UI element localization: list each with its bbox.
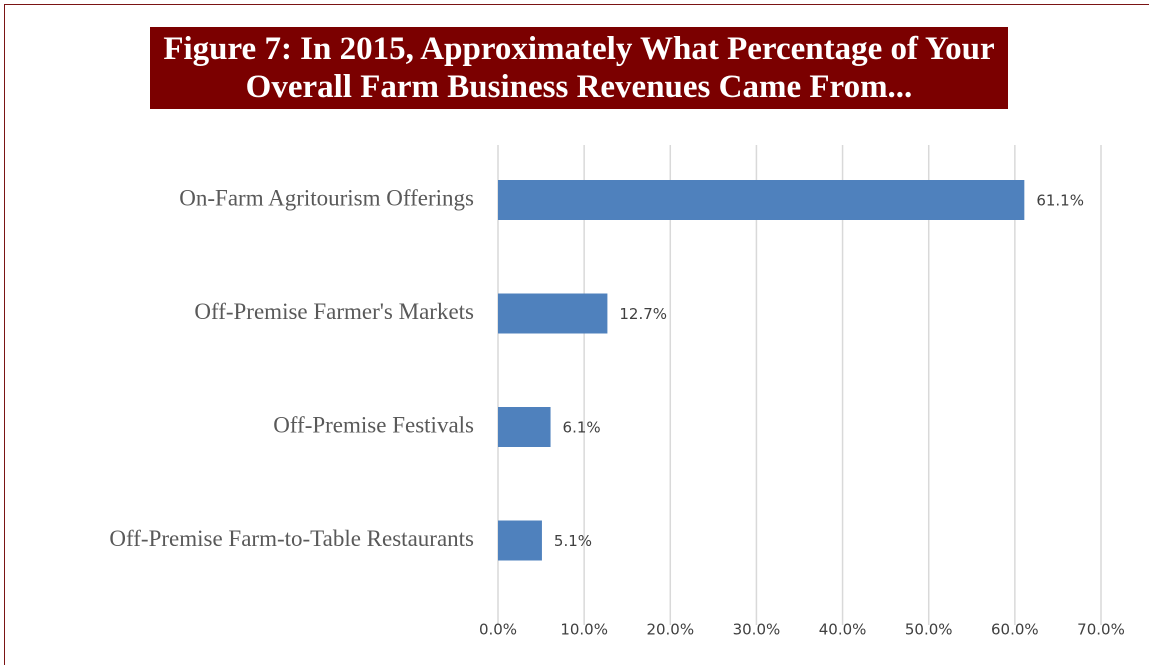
x-tick-label: 50.0% bbox=[905, 621, 953, 639]
x-tick-label: 10.0% bbox=[560, 621, 608, 639]
chart-title: Figure 7: In 2015, Approximately What Pe… bbox=[150, 27, 1008, 109]
frame bbox=[4, 4, 1149, 665]
x-tick-label: 40.0% bbox=[819, 621, 867, 639]
y-tick-label: Off-Premise Festivals bbox=[273, 412, 474, 437]
x-tick-label: 70.0% bbox=[1077, 621, 1125, 639]
x-tick-label: 0.0% bbox=[479, 621, 517, 639]
y-tick-label: Off-Premise Farm-to-Table Restaurants bbox=[109, 526, 474, 551]
value-label: 5.1% bbox=[554, 532, 592, 550]
x-tick-label: 30.0% bbox=[733, 621, 781, 639]
bar bbox=[498, 407, 551, 447]
x-tick-label: 60.0% bbox=[991, 621, 1039, 639]
y-tick-label: Off-Premise Farmer's Markets bbox=[194, 299, 474, 324]
x-tick-label: 20.0% bbox=[646, 621, 694, 639]
value-label: 12.7% bbox=[619, 305, 667, 323]
value-label: 61.1% bbox=[1036, 192, 1084, 210]
bar bbox=[498, 293, 608, 334]
bar bbox=[498, 180, 1025, 220]
value-label: 6.1% bbox=[563, 419, 601, 437]
y-tick-label: On-Farm Agritourism Offerings bbox=[179, 185, 474, 210]
bar bbox=[498, 520, 542, 561]
